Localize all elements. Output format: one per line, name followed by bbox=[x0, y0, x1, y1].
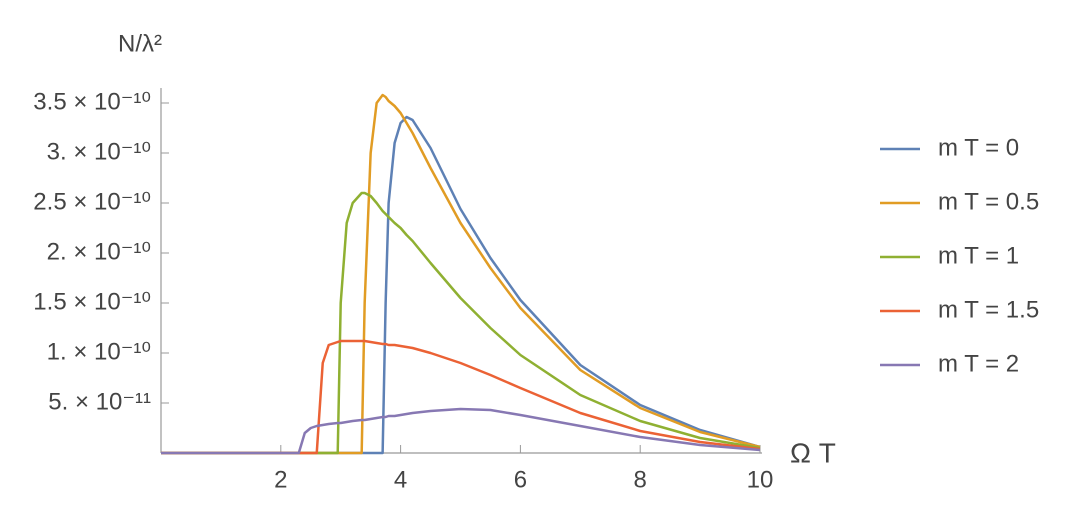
legend-label: m T = 2 bbox=[938, 350, 1019, 377]
legend-label: m T = 0.5 bbox=[938, 188, 1039, 215]
series-line bbox=[161, 93, 761, 455]
series-line bbox=[161, 339, 761, 455]
y-tick-label: 2. × 10⁻¹⁰ bbox=[47, 238, 151, 265]
x-axis-label: Ω T bbox=[790, 437, 836, 468]
y-tick-label: 5. × 10⁻¹¹ bbox=[48, 388, 151, 415]
x-tick-label: 2 bbox=[274, 466, 287, 493]
y-tick-label: 3. × 10⁻¹⁰ bbox=[47, 138, 151, 165]
y-axis-label: N/λ² bbox=[118, 30, 162, 57]
y-tick-label: 2.5 × 10⁻¹⁰ bbox=[33, 188, 151, 215]
series-line bbox=[161, 407, 761, 455]
series-line bbox=[161, 115, 761, 455]
legend-label: m T = 1.5 bbox=[938, 296, 1039, 323]
x-tick-label: 8 bbox=[634, 466, 647, 493]
x-tick-label: 10 bbox=[747, 466, 774, 493]
legend-label: m T = 0 bbox=[938, 134, 1019, 161]
y-tick-label: 1. × 10⁻¹⁰ bbox=[47, 338, 151, 365]
y-tick-label: 1.5 × 10⁻¹⁰ bbox=[33, 288, 151, 315]
y-tick-label: 3.5 × 10⁻¹⁰ bbox=[33, 88, 151, 115]
x-tick-label: 4 bbox=[394, 466, 407, 493]
series-line bbox=[161, 191, 761, 455]
legend-label: m T = 1 bbox=[938, 242, 1019, 269]
x-tick-label: 6 bbox=[514, 466, 527, 493]
